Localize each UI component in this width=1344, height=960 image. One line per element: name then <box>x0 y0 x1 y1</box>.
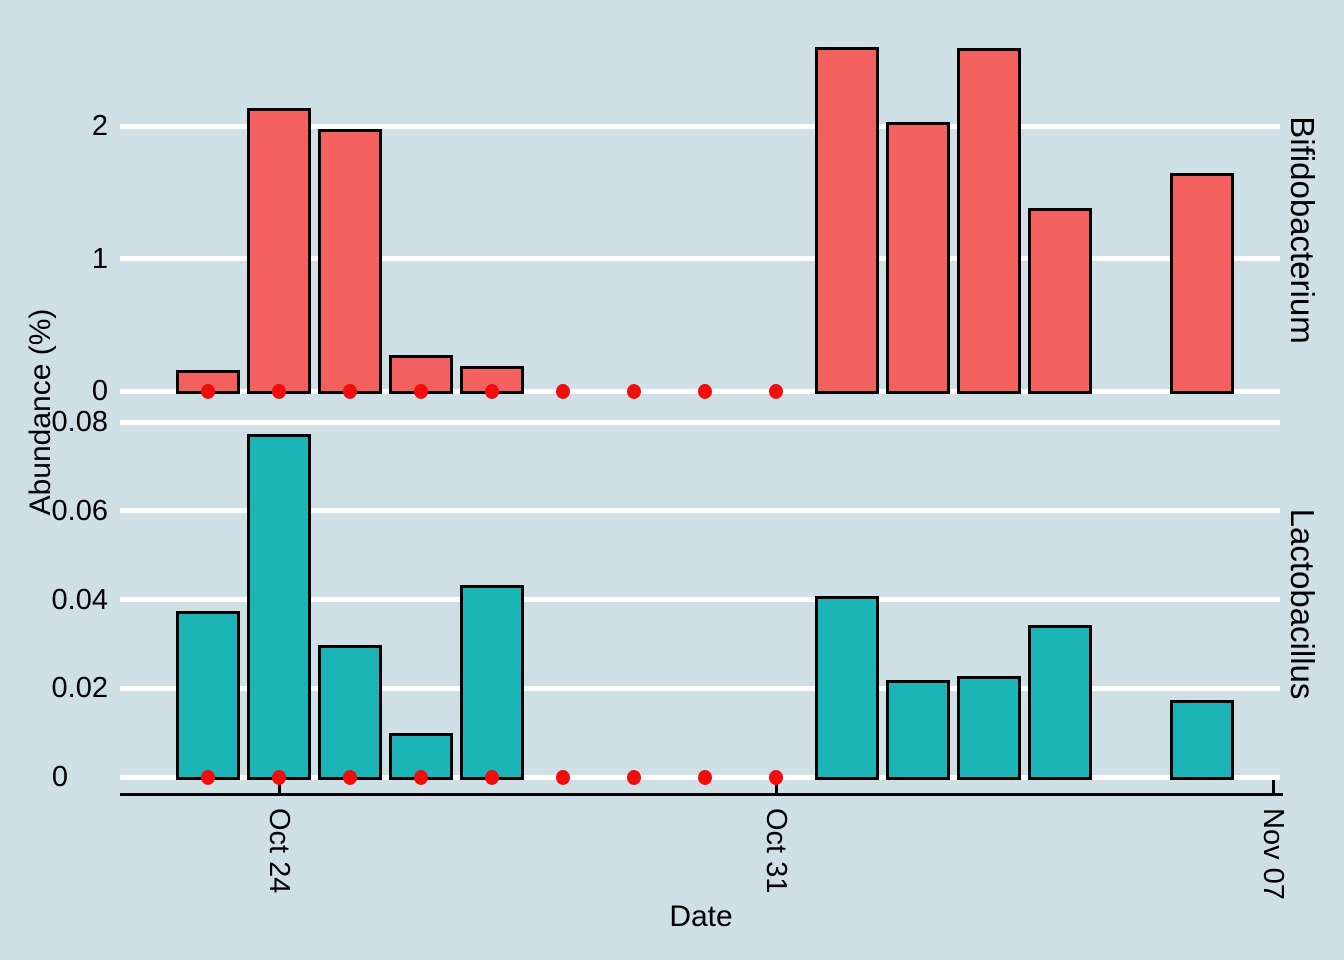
facet-strip-lactobacillus: Lactobacillus <box>1284 508 1321 700</box>
zero-dot <box>769 769 783 785</box>
gridline <box>120 597 1280 603</box>
zero-dot <box>769 383 783 399</box>
zero-dot <box>343 383 357 399</box>
x-axis-title: Date <box>669 900 733 933</box>
y-tick-label: 0.02 <box>51 672 108 705</box>
zero-dot <box>485 383 499 399</box>
x-tick-label: Oct 31 <box>760 808 792 894</box>
y-tick-label: 0.04 <box>51 583 108 616</box>
bar <box>957 675 1021 781</box>
zero-dot <box>414 383 428 399</box>
zero-dot <box>485 769 499 785</box>
zero-dot <box>343 769 357 785</box>
bar <box>886 122 950 395</box>
x-tick-label: Nov 07 <box>1257 808 1289 900</box>
bar <box>815 595 879 781</box>
bar <box>247 434 311 781</box>
bar <box>318 644 382 781</box>
zero-dot <box>201 769 215 785</box>
zero-dot <box>414 769 428 785</box>
bar <box>1170 700 1234 781</box>
bar <box>1028 624 1092 781</box>
y-tick-label: 0.06 <box>51 494 108 527</box>
x-tick-label: Oct 24 <box>263 808 295 894</box>
gridline <box>120 123 1280 129</box>
bar <box>815 46 879 395</box>
zero-dot <box>556 383 570 399</box>
zero-dot <box>698 769 712 785</box>
zero-dot <box>627 383 641 399</box>
bar <box>247 107 311 395</box>
x-axis-tick <box>277 780 281 796</box>
zero-dot <box>627 769 641 785</box>
gridline <box>120 419 1280 425</box>
bar <box>460 584 524 781</box>
y-tick-label: 1 <box>91 242 108 275</box>
y-tick-label: 0 <box>51 761 68 793</box>
zero-dot <box>272 769 286 785</box>
facet-strip-bifidobacterium: Bifidobacterium <box>1284 116 1321 344</box>
x-axis-line <box>120 793 1283 796</box>
bar <box>318 128 382 395</box>
bar <box>957 48 1021 395</box>
bar <box>1170 172 1234 395</box>
y-tick-label: 2 <box>91 110 108 143</box>
gridline <box>120 256 1280 262</box>
zero-dot <box>201 383 215 399</box>
zero-dot <box>556 769 570 785</box>
y-tick-label: 0.08 <box>51 406 108 439</box>
zero-dot <box>698 383 712 399</box>
x-axis-tick <box>1271 780 1275 796</box>
bar <box>176 611 240 781</box>
gridline <box>120 685 1280 691</box>
bar <box>886 680 950 781</box>
x-axis-tick <box>774 780 778 796</box>
bar <box>1028 208 1092 395</box>
y-tick-label: 0 <box>91 375 108 407</box>
zero-dot <box>272 383 286 399</box>
gridline <box>120 508 1280 514</box>
